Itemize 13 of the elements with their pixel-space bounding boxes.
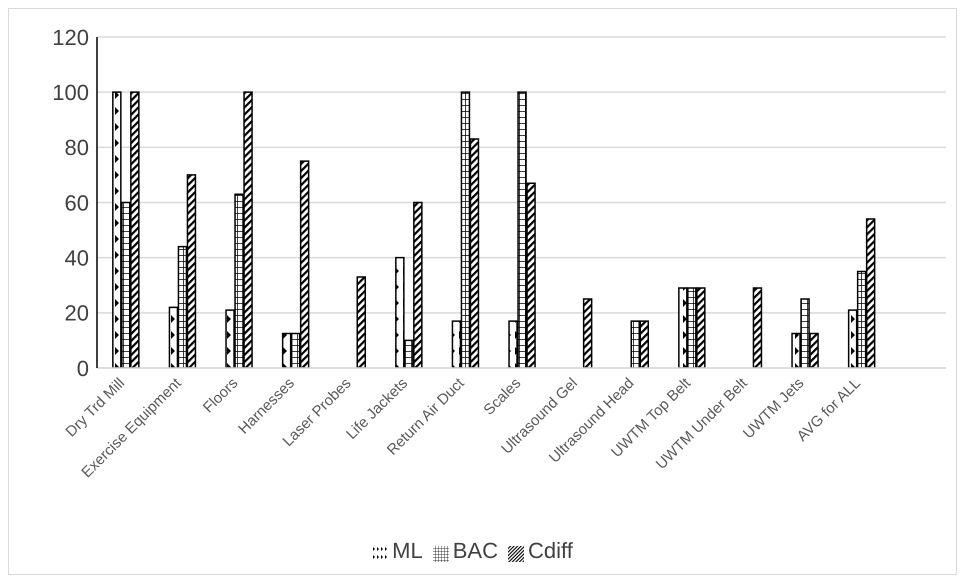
- legend-label: BAC: [452, 538, 498, 563]
- bar: [582, 298, 592, 368]
- y-tick-label: 120: [52, 24, 89, 50]
- y-tick-label: 60: [64, 190, 89, 216]
- y-tick-label: 0: [76, 356, 89, 381]
- bar: [752, 287, 762, 368]
- y-tick-label: 80: [64, 135, 89, 160]
- legend-label: Cdiff: [528, 538, 573, 563]
- y-tick-label: 20: [64, 300, 89, 326]
- legend-label: ML: [392, 538, 423, 563]
- y-tick-label: 40: [64, 245, 89, 270]
- y-tick-label: 100: [52, 80, 89, 105]
- bar: [356, 276, 366, 368]
